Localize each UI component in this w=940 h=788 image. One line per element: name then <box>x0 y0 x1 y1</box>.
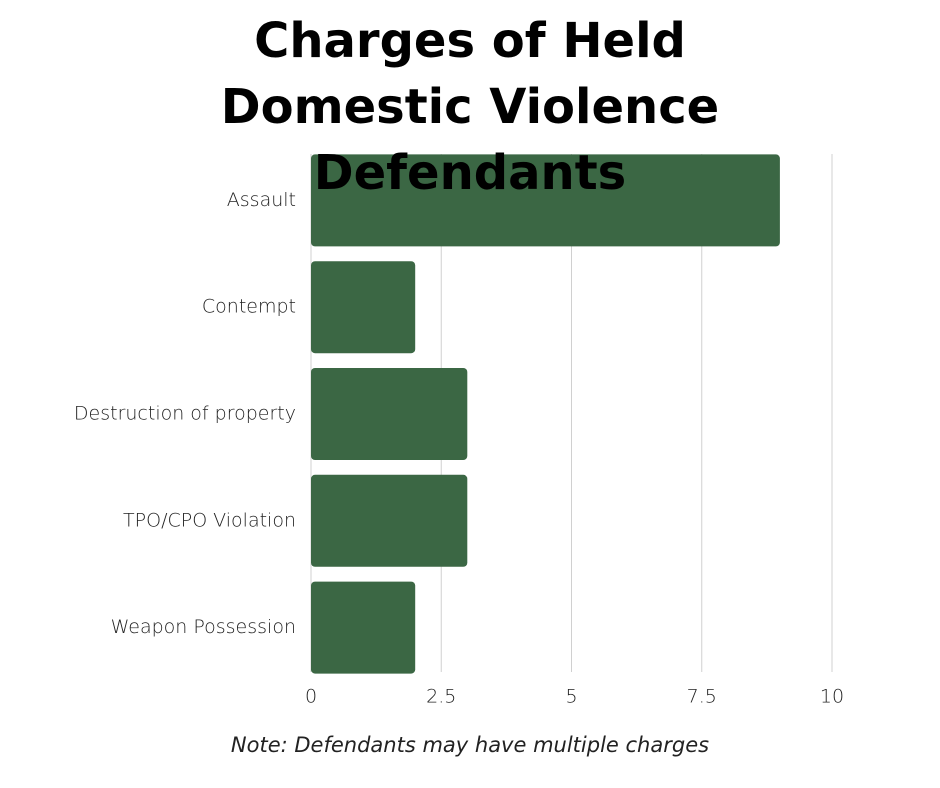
y-tick-label: TPO/CPO Violation <box>123 509 296 531</box>
x-tick-label: 0 <box>305 686 317 708</box>
bar <box>311 154 780 247</box>
bar <box>311 581 416 674</box>
bar <box>311 261 416 354</box>
chart-note: Note: Defendants may have multiple charg… <box>231 733 709 757</box>
y-tick-label: Assault <box>227 189 296 211</box>
y-tick-label: Weapon Possession <box>111 616 296 638</box>
x-tick-label: 10 <box>820 686 844 708</box>
y-tick-label: Destruction of property <box>74 403 296 425</box>
y-tick-label: Contempt <box>202 296 296 318</box>
x-tick-label: 2.5 <box>426 686 456 708</box>
chart-title: Charges of Held Domestic Violence Defend… <box>220 13 720 201</box>
x-tick-label: 7.5 <box>687 686 717 708</box>
bar <box>311 474 468 567</box>
x-tick-label: 5 <box>565 686 577 708</box>
bar <box>311 368 468 460</box>
